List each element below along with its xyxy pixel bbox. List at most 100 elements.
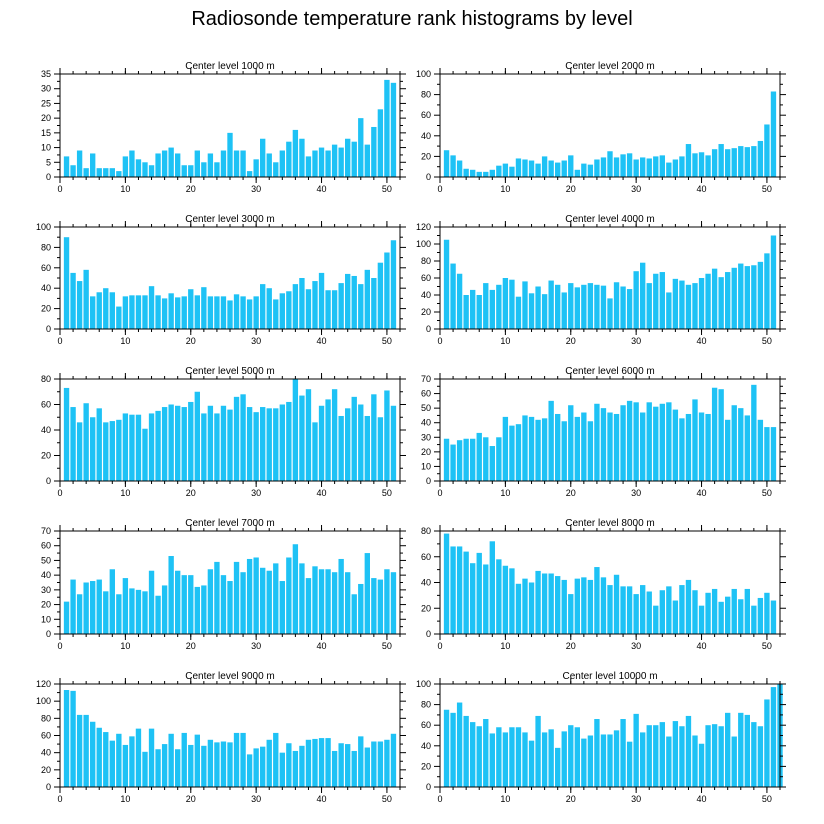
bar [155, 595, 161, 634]
bar [103, 422, 109, 481]
x-tick-label: 40 [317, 488, 327, 498]
y-tick-label: 10 [421, 461, 431, 471]
bar [201, 287, 207, 329]
bar [299, 278, 305, 329]
panel-5: Center level 5000 m 0 10 20 30 40 50 0 20 40 60 80 [41, 366, 406, 498]
bar [653, 273, 659, 329]
bar [509, 727, 515, 787]
bar [286, 401, 292, 481]
x-tick-label: 50 [382, 641, 392, 651]
bar [535, 570, 541, 634]
bar [76, 281, 83, 329]
bar [744, 147, 750, 177]
y-tick-label: 80 [41, 713, 51, 723]
bar [364, 144, 370, 177]
bar [312, 422, 318, 481]
x-tick-label: 10 [500, 336, 510, 346]
bar [731, 267, 737, 329]
bar [489, 289, 495, 329]
bar [331, 750, 338, 787]
bar [692, 735, 698, 787]
bar [502, 278, 509, 329]
bar [705, 725, 711, 787]
bar [626, 741, 633, 787]
bar [744, 266, 750, 329]
bar [227, 581, 233, 634]
bar [574, 416, 580, 481]
bar [273, 299, 279, 329]
x-tick-label: 20 [566, 641, 576, 651]
bar [685, 413, 692, 481]
bar [76, 150, 83, 177]
y-tick-label: 20 [41, 113, 51, 123]
bar [194, 391, 200, 481]
bar [770, 91, 777, 177]
bar [181, 575, 187, 634]
bar [325, 290, 331, 329]
bar [443, 239, 450, 329]
bar [764, 253, 770, 329]
bar [764, 427, 770, 481]
bar [279, 293, 285, 329]
bar [122, 413, 129, 481]
bar [470, 289, 476, 329]
panel-3: Center level 3000 m 0 10 20 30 40 50 0 20 40 60 80 1… [36, 214, 406, 346]
bar [672, 409, 679, 481]
bar [555, 747, 561, 787]
bar [109, 292, 115, 329]
bar [345, 408, 351, 481]
bar [109, 168, 115, 177]
bar [390, 240, 397, 329]
y-tick-label: 0 [46, 782, 51, 792]
bar [286, 291, 292, 329]
bar [331, 144, 338, 177]
bar [711, 268, 718, 329]
bar [312, 566, 318, 634]
bar [483, 564, 489, 634]
x-tick-label: 10 [500, 794, 510, 804]
bar [456, 160, 463, 177]
bar [260, 138, 266, 177]
bar [548, 729, 554, 787]
bar [96, 168, 102, 177]
bar [142, 295, 148, 329]
bar [463, 715, 469, 787]
x-tick-label: 10 [120, 641, 130, 651]
bar [116, 594, 122, 634]
bar [240, 150, 246, 177]
bar [70, 690, 76, 787]
bar [201, 413, 207, 481]
y-tick-label: 120 [416, 222, 431, 232]
y-tick-label: 80 [421, 90, 431, 100]
bar [358, 583, 364, 634]
x-tick-label: 10 [120, 488, 130, 498]
bar [456, 546, 463, 634]
bar [116, 419, 122, 481]
bar [568, 283, 574, 329]
bar [345, 744, 351, 787]
bar [456, 702, 463, 787]
x-tick-label: 30 [251, 641, 261, 651]
bar [325, 738, 331, 787]
bar [626, 400, 633, 481]
x-tick-label: 10 [500, 184, 510, 194]
x-tick-label: 50 [382, 794, 392, 804]
bar [312, 738, 318, 787]
y-tick-label: 120 [36, 679, 51, 689]
y-tick-label: 30 [421, 432, 431, 442]
bar [312, 150, 318, 177]
bar [83, 269, 89, 329]
bar [568, 405, 574, 481]
bar [70, 165, 76, 177]
bar [640, 412, 646, 481]
bar [253, 748, 259, 788]
bar [607, 151, 613, 177]
bar [83, 403, 89, 481]
bar [371, 741, 377, 787]
bar [168, 404, 174, 481]
y-tick-label: 25 [41, 98, 51, 108]
bar [764, 699, 770, 787]
bar [286, 141, 292, 177]
bar [502, 163, 509, 177]
x-tick-label: 30 [251, 184, 261, 194]
